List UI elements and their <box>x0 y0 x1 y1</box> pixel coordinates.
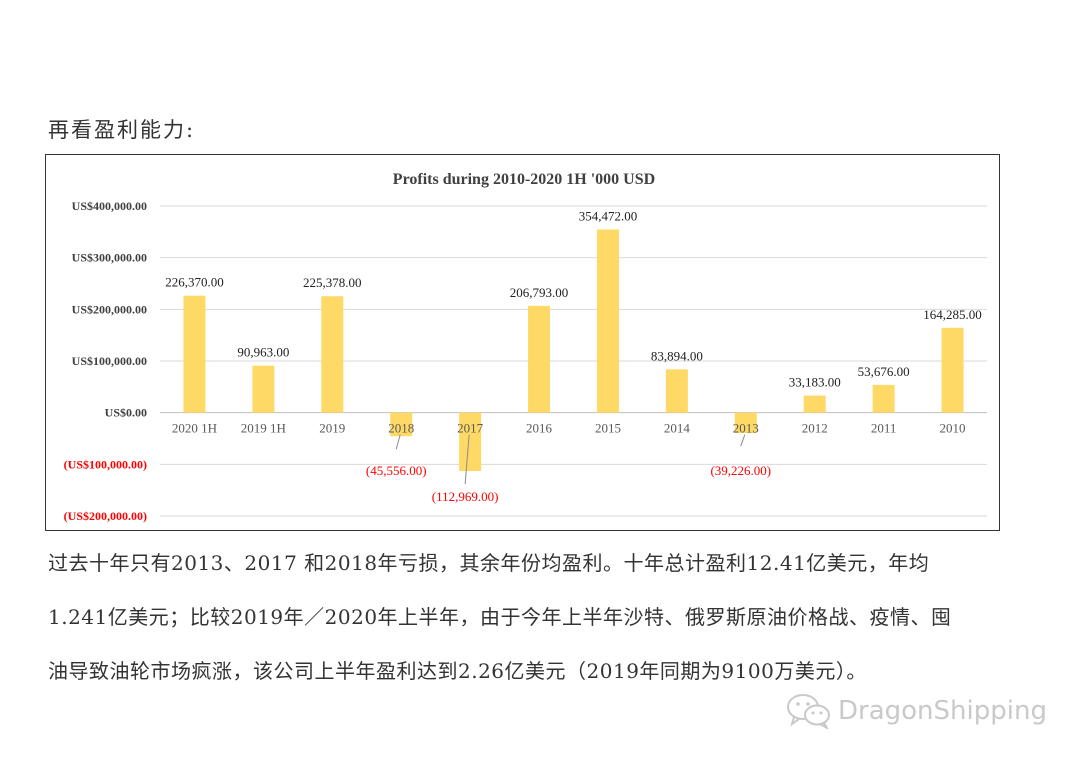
y-tick-label: US$200,000.00 <box>72 302 147 316</box>
data-label: 83,894.00 <box>651 348 703 363</box>
y-tick-label: US$300,000.00 <box>72 251 147 265</box>
y-tick-label: US$400,000.00 <box>72 199 147 213</box>
bar <box>941 327 964 413</box>
profit-chart: Profits during 2010-2020 1H '000 USD US$4… <box>45 154 1000 531</box>
x-tick-label: 2014 <box>664 421 691 436</box>
bar <box>665 369 688 413</box>
y-tick-label: US$100,000.00 <box>72 354 147 368</box>
bar <box>528 305 551 413</box>
x-tick-label: 2016 <box>526 421 553 436</box>
x-tick-label: 2010 <box>940 421 966 436</box>
bar <box>459 412 482 472</box>
data-label-leader-line <box>464 434 470 485</box>
paragraph-2: 1.241亿美元；比较2019年／2020年上半年，由于今年上半年沙特、俄罗斯原… <box>48 605 952 629</box>
data-label: (112,969.00) <box>432 489 499 504</box>
data-label: 206,793.00 <box>510 285 569 300</box>
data-label: 33,183.00 <box>789 375 841 390</box>
data-label-leader-line <box>740 434 746 447</box>
x-tick-label: 2015 <box>595 421 621 436</box>
bar <box>734 412 757 433</box>
bar <box>183 295 206 413</box>
y-tick-label: (US$100,000.00) <box>64 457 147 471</box>
bar <box>803 395 826 413</box>
data-label-leader-line <box>395 434 401 450</box>
y-tick-label: US$0.00 <box>105 406 147 420</box>
x-tick-label: 2012 <box>802 421 828 436</box>
x-tick-label: 2013 <box>733 421 759 436</box>
data-label: (39,226.00) <box>710 463 771 478</box>
x-tick-label: 2020 1H <box>172 421 217 436</box>
chart-title: Profits during 2010-2020 1H '000 USD <box>393 171 655 188</box>
paragraph-1: 过去十年只有2013、2017 和2018年亏损，其余年份均盈利。十年总计盈利1… <box>48 551 930 575</box>
x-tick-label: 2017 <box>457 421 484 436</box>
x-tick-label: 2011 <box>871 421 897 436</box>
bar <box>321 296 344 413</box>
x-tick-label: 2018 <box>388 421 414 436</box>
bar <box>390 412 413 437</box>
bar <box>252 365 275 413</box>
profit-bar-chart-svg: Profits during 2010-2020 1H '000 USD US$4… <box>64 171 987 523</box>
y-tick-label: (US$200,000.00) <box>64 509 147 523</box>
x-tick-label: 2019 1H <box>241 421 286 436</box>
watermark-text: DragonShipping <box>838 696 1047 726</box>
data-label: 90,963.00 <box>237 345 289 360</box>
watermark: DragonShipping <box>786 693 1047 729</box>
wechat-icon <box>787 694 830 729</box>
section-heading: 再看盈利能力: <box>48 118 196 142</box>
data-label: 354,472.00 <box>579 209 638 224</box>
x-tick-label: 2019 <box>319 421 345 436</box>
data-label: (45,556.00) <box>366 463 427 478</box>
bar <box>596 229 619 413</box>
bar <box>872 384 895 413</box>
data-label: 226,370.00 <box>165 275 224 290</box>
data-label: 225,378.00 <box>303 275 362 290</box>
data-label: 53,676.00 <box>858 364 910 379</box>
data-label: 164,285.00 <box>923 307 982 322</box>
paragraph-3: 油导致油轮市场疯涨，该公司上半年盈利达到2.26亿美元（2019年同期为9100… <box>48 659 867 683</box>
